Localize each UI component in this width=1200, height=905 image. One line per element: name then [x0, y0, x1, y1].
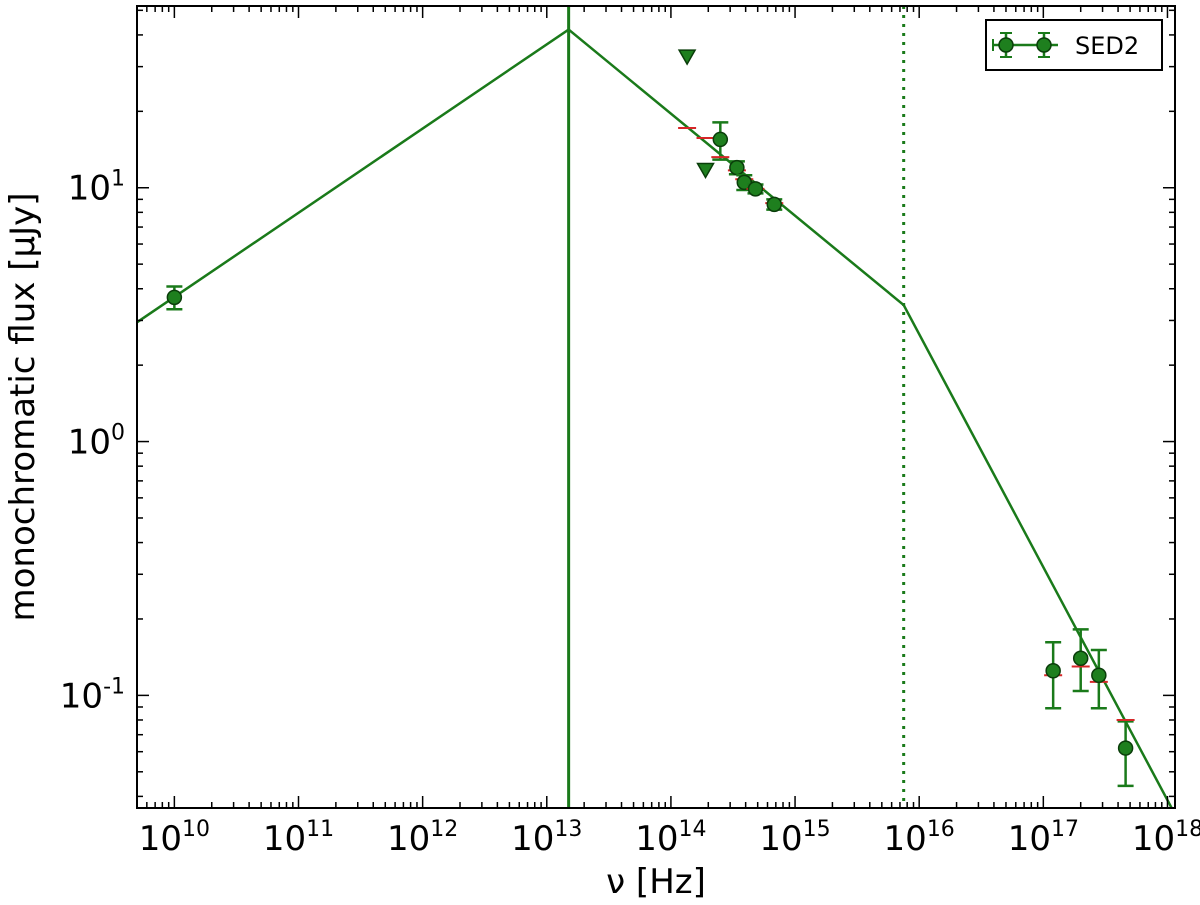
legend-marker	[992, 32, 1058, 58]
data-point	[729, 159, 745, 176]
x-tick-label: 1017	[1008, 817, 1079, 859]
y-tick-exponent: 1	[111, 167, 125, 192]
x-tick-base: 10	[1008, 819, 1051, 859]
upper-limit-marker	[677, 49, 697, 66]
y-tick-base: 10	[68, 169, 111, 209]
y-tick-exponent: -1	[103, 674, 125, 699]
x-tick-exponent: 15	[803, 817, 831, 842]
y-tick-base: 10	[60, 676, 103, 716]
x-tick-label: 1013	[511, 817, 582, 859]
x-tick-exponent: 16	[927, 817, 955, 842]
data-point	[712, 131, 729, 148]
x-tick-exponent: 10	[182, 817, 210, 842]
x-tick-exponent: 14	[679, 817, 707, 842]
data-point	[1045, 663, 1061, 679]
x-tick-base: 10	[884, 819, 927, 859]
y-tick-base: 10	[68, 423, 111, 463]
data-point	[766, 196, 783, 213]
legend-label: SED2	[1075, 32, 1139, 60]
legend-point	[998, 37, 1014, 53]
axis-ticks: 1010 1011 1012 1013 1014 1015 1016 1017 101810-1…	[60, 6, 1200, 859]
x-tick-label: 1012	[387, 817, 458, 859]
x-tick-label: 1018	[1132, 817, 1200, 859]
x-tick-label: 1011	[263, 817, 334, 859]
x-axis-label: ν [Hz]	[606, 862, 706, 902]
data-point	[747, 181, 764, 197]
model-line	[137, 27, 1174, 808]
x-tick-exponent: 11	[306, 817, 334, 842]
x-tick-exponent: 17	[1051, 817, 1079, 842]
y-tick-exponent: 0	[111, 421, 125, 446]
plot-frame	[136, 5, 1176, 809]
legend: SED2	[985, 19, 1163, 71]
data-point	[1072, 650, 1089, 667]
x-tick-label: 1015	[759, 817, 830, 859]
x-tick-exponent: 18	[1175, 817, 1200, 842]
y-axis-label: monochromatic flux [μJy]	[3, 193, 43, 622]
x-tick-base: 10	[139, 819, 182, 859]
y-tick-label: 101	[68, 167, 125, 209]
data-point	[1091, 667, 1107, 684]
x-tick-base: 10	[759, 819, 802, 859]
x-tick-base: 10	[635, 819, 678, 859]
y-tick-label: 100	[68, 421, 125, 463]
x-tick-exponent: 12	[430, 817, 458, 842]
data-point	[166, 289, 183, 306]
upper-limit-marker	[696, 162, 715, 180]
x-tick-exponent: 13	[554, 817, 582, 842]
x-tick-base: 10	[387, 819, 430, 859]
x-tick-label: 1010	[139, 817, 210, 859]
x-tick-base: 10	[263, 819, 306, 859]
x-tick-label: 1016	[884, 817, 955, 859]
chart-marks	[137, 6, 1174, 808]
data-point	[1117, 740, 1134, 756]
x-tick-base: 10	[1132, 819, 1175, 859]
x-tick-label: 1014	[635, 817, 706, 859]
y-tick-label: 10-1	[60, 674, 125, 716]
legend-point	[1036, 37, 1052, 53]
x-tick-base: 10	[511, 819, 554, 859]
